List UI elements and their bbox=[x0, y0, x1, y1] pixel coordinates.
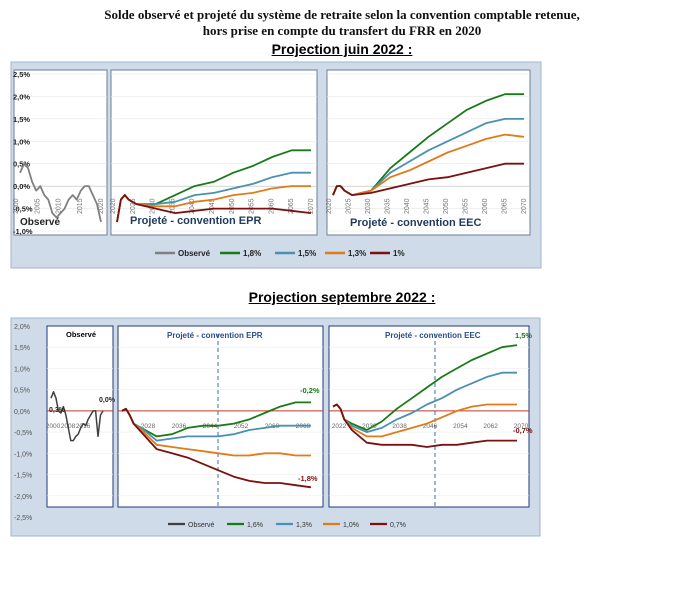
chart2-ytick-label: 1,0% bbox=[14, 366, 30, 373]
chart2-panel-epr bbox=[117, 325, 324, 508]
chart2-panel-label-observed: Observé bbox=[66, 330, 96, 339]
chart2-ytick-label: 2,0% bbox=[14, 324, 30, 331]
chart2-observed-start-label: 0,3% bbox=[49, 407, 66, 414]
chart2-panel-observed bbox=[46, 325, 114, 508]
chart1-xtick-label: 2010 bbox=[56, 198, 63, 214]
chart1-ytick-label: 1,0% bbox=[13, 137, 30, 146]
figure-title-line2: hors prise en compte du transfert du FRR… bbox=[202, 23, 482, 38]
chart1-xtick-label: 2035 bbox=[385, 198, 392, 214]
chart1-xtick-label: 2025 bbox=[130, 198, 137, 214]
chart2-xtick-label: 2028 bbox=[141, 423, 156, 430]
chart2-eec-series-line bbox=[332, 403, 517, 448]
chart1-xtick-label: 2040 bbox=[404, 198, 411, 214]
chart2-panel-label-eec: Projeté - convention EEC bbox=[385, 331, 481, 340]
chart1-panel-observed bbox=[13, 69, 108, 236]
chart2-xtick-label: 2038 bbox=[392, 423, 407, 430]
chart2-xtick-label: 2030 bbox=[362, 423, 377, 430]
chart1-ytick-label: -0,5% bbox=[13, 205, 33, 214]
chart1-xtick-label: 2015 bbox=[77, 198, 84, 214]
chart1-xtick-label: 2070 bbox=[521, 198, 528, 214]
chart2-ytick-label: -1,5% bbox=[14, 473, 32, 480]
chart2-ytick-label: -2,5% bbox=[14, 515, 32, 522]
chart2-observed-line bbox=[50, 391, 104, 442]
chart1-xtick-label: 2020 bbox=[326, 198, 333, 214]
chart1-xtick-label: 2020 bbox=[110, 198, 117, 214]
chart2-ytick-label: -1,0% bbox=[14, 451, 32, 458]
chart1-xtick-label: 2030 bbox=[365, 198, 372, 214]
chart2-xtick-label: 2046 bbox=[423, 423, 438, 430]
chart1-legend-label: 1,3% bbox=[348, 249, 366, 258]
chart2-xtick-label: 2054 bbox=[453, 423, 468, 430]
chart1-legend-label: 1,8% bbox=[243, 249, 261, 258]
chart2-ytick-label: -0,5% bbox=[14, 430, 32, 437]
chart1-xtick-label: 2065 bbox=[288, 198, 295, 214]
chart2-epr-bottom-annotation: -1,8% bbox=[298, 474, 318, 483]
chart1-xtick-label: 2050 bbox=[443, 198, 450, 214]
chart1-panel-label-observed: Observé bbox=[20, 217, 60, 228]
chart2-legend-label: 1,3% bbox=[296, 522, 312, 529]
chart1-ytick-label: 2,0% bbox=[13, 92, 30, 101]
chart2-epr-series-line bbox=[121, 407, 312, 489]
chart2-xtick-label: 2022 bbox=[332, 423, 347, 430]
chart2-legend-label: 1,0% bbox=[343, 522, 359, 529]
chart1-legend-label: 1,5% bbox=[298, 249, 316, 258]
chart1-ytick-label: 0,5% bbox=[13, 160, 30, 169]
chart2-ytick-label: 1,5% bbox=[14, 345, 30, 352]
chart1-xtick-label: 2065 bbox=[502, 198, 509, 214]
chart1-ytick-label: 2,5% bbox=[13, 70, 30, 79]
chart1-ytick-label: 1,5% bbox=[13, 115, 30, 124]
chart1-xtick-label: 2005 bbox=[34, 198, 41, 214]
chart1-title: Projection juin 2022 : bbox=[271, 41, 413, 57]
chart2-epr-top-annotation: -0,2% bbox=[300, 386, 320, 395]
chart2-xtick-label: 2070 bbox=[514, 423, 529, 430]
chart1-xtick-label: 2045 bbox=[424, 198, 431, 214]
figure-title-line1: Solde observé et projeté du système de r… bbox=[104, 7, 580, 22]
chart1-ytick-label: -1,0% bbox=[13, 227, 33, 236]
chart1-xtick-label: 2060 bbox=[268, 198, 275, 214]
chart2-panel-eec bbox=[328, 325, 530, 508]
chart1-xtick-label: 2000 bbox=[13, 198, 20, 214]
chart1-xtick-label: 2055 bbox=[249, 198, 256, 214]
chart2-legend-label: Observé bbox=[188, 522, 215, 529]
chart2-xtick-label: 2016 bbox=[76, 423, 91, 430]
chart1-xtick-label: 2070 bbox=[308, 198, 315, 214]
chart1-legend-label: 1% bbox=[393, 249, 405, 258]
chart1-panel-label-eec: Projeté - convention EEC bbox=[350, 217, 481, 229]
chart1-xtick-label: 2050 bbox=[229, 198, 236, 214]
chart2-ytick-label: 0,5% bbox=[14, 388, 30, 395]
chart1-ytick-label: 0,0% bbox=[13, 182, 30, 191]
chart1-panel-label-epr: Projeté - convention EPR bbox=[130, 215, 261, 227]
chart2-panel-label-epr: Projeté - convention EPR bbox=[167, 331, 263, 340]
chart2-legend-label: 1,6% bbox=[247, 522, 263, 529]
chart1-xtick-label: 2060 bbox=[482, 198, 489, 214]
chart2-xtick-label: 2052 bbox=[234, 423, 249, 430]
chart2-xtick-label: 2000 bbox=[46, 423, 61, 430]
chart2-xtick-label: 2062 bbox=[483, 423, 498, 430]
chart2-title: Projection septembre 2022 : bbox=[248, 289, 436, 305]
chart2-xtick-label: 2036 bbox=[172, 423, 187, 430]
chart1-xtick-label: 2025 bbox=[346, 198, 353, 214]
chart1-xtick-label: 2055 bbox=[463, 198, 470, 214]
chart1-xtick-label: 2040 bbox=[189, 198, 196, 214]
chart1-observed-line bbox=[19, 162, 102, 223]
chart1-eec-series-line bbox=[332, 162, 524, 197]
chart2-eec-top-annotation: 1,5% bbox=[515, 331, 532, 340]
chart2-legend-label: 0,7% bbox=[390, 522, 406, 529]
chart1-epr-series-line bbox=[116, 194, 312, 223]
chart1-legend-label: Observé bbox=[178, 249, 211, 258]
chart2-ytick-label: -2,0% bbox=[14, 494, 32, 501]
chart2-observed-end-label: 0,0% bbox=[99, 397, 116, 404]
chart2-eec-bottom-annotation: -0,7% bbox=[513, 426, 533, 435]
chart2-ytick-label: 0,0% bbox=[14, 409, 30, 416]
chart1-xtick-label: 2020 bbox=[98, 198, 105, 214]
chart1-xtick-label: 2045 bbox=[209, 198, 216, 214]
